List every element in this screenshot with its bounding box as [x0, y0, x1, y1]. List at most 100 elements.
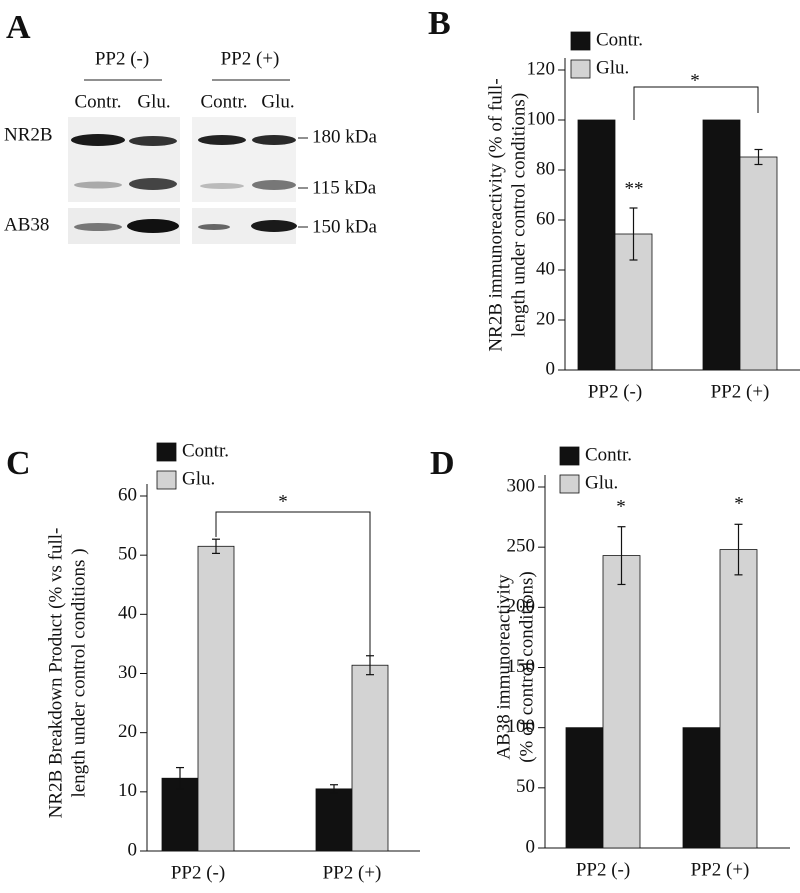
error-bar: [212, 538, 220, 554]
marker-label: 115 kDa: [312, 177, 377, 198]
legend-swatch: [570, 59, 591, 79]
y-tick-label: 0: [526, 836, 536, 857]
bar: [565, 727, 604, 849]
y-axis-label: (% of control conditions): [516, 571, 537, 763]
marker-label: 180 kDa: [312, 126, 377, 147]
bar: [719, 549, 758, 849]
annotation: *: [278, 491, 288, 512]
bar: [577, 119, 616, 371]
legend-swatch: [559, 446, 580, 466]
legend-swatch: [156, 470, 177, 490]
band: [127, 219, 179, 233]
lane-label: Contr.: [75, 91, 122, 112]
y-tick-label: 300: [507, 475, 536, 496]
y-tick-label: 60: [536, 208, 555, 229]
y-tick-label: 60: [118, 484, 137, 505]
band: [251, 220, 297, 232]
panel-letter: C: [6, 445, 31, 482]
error-bar: [754, 148, 763, 166]
y-tick-label: 20: [118, 721, 137, 742]
panel-a: A PP2 (-) PP2 (+) Contr. Glu. Contr. Glu…: [4, 9, 377, 244]
error-bar: [617, 526, 626, 586]
y-tick-label: 0: [128, 839, 138, 860]
y-tick-label: 40: [536, 258, 555, 279]
band: [252, 135, 296, 145]
legend-label: Glu.: [596, 57, 629, 78]
y-axis-label: AB38 immunoreactivity: [493, 574, 514, 760]
panel-letter: B: [428, 5, 451, 42]
bar: [602, 555, 641, 849]
y-tick-label: 50: [118, 544, 137, 565]
lane-label: Contr.: [201, 91, 248, 112]
y-axis-label: length under control conditions ): [68, 548, 89, 797]
y-axis-label: length under control conditions): [508, 93, 529, 337]
y-axis-label: NR2B Breakdown Product (% vs full-: [45, 528, 66, 819]
y-tick-label: 100: [527, 108, 556, 129]
band: [200, 183, 244, 189]
y-axis-label: NR2B immunoreactivity (% of full-: [485, 78, 506, 351]
y-tick-label: 30: [118, 662, 137, 683]
annotation: *: [616, 496, 626, 517]
error-bar: [176, 766, 184, 790]
annotation: *: [734, 493, 744, 514]
bar: [315, 788, 353, 852]
y-tick-label: 10: [118, 780, 137, 801]
band: [198, 135, 246, 145]
bar: [682, 727, 721, 849]
error-bar: [330, 784, 338, 794]
legend-swatch: [570, 31, 591, 51]
significance-bracket: [215, 511, 371, 656]
legend-label: Contr.: [585, 444, 632, 465]
legend-label: Glu.: [182, 468, 215, 489]
legend-swatch: [559, 474, 580, 494]
y-tick-label: 0: [546, 358, 556, 379]
y-tick-label: 200: [507, 596, 536, 617]
y-tick-label: 250: [507, 536, 536, 557]
error-bar: [629, 207, 638, 261]
group-label: PP2 (-): [95, 48, 149, 69]
bar: [702, 119, 741, 371]
y-tick-label: 100: [507, 716, 536, 737]
significance-bracket: [633, 86, 759, 120]
panel-letter: D: [430, 445, 455, 482]
annotation: *: [690, 70, 700, 91]
lane-label: Glu.: [261, 91, 294, 112]
legend-label: Contr.: [182, 440, 229, 461]
y-tick-label: 120: [527, 58, 556, 79]
marker-label: 150 kDa: [312, 216, 377, 237]
band: [71, 134, 125, 146]
bar: [739, 156, 778, 371]
band: [129, 136, 177, 146]
y-tick-label: 50: [516, 776, 535, 797]
lane-label: Glu.: [137, 91, 170, 112]
x-tick-label: PP2 (-): [171, 862, 225, 883]
legend-label: Contr.: [596, 29, 643, 50]
y-tick-label: 80: [536, 158, 555, 179]
x-tick-label: PP2 (+): [711, 381, 770, 402]
error-bar: [734, 523, 743, 576]
annotation: **: [625, 178, 644, 199]
row-label: AB38: [4, 214, 49, 235]
y-tick-label: 40: [118, 603, 137, 624]
legend-swatch: [156, 442, 177, 462]
legend-label: Glu.: [585, 472, 618, 493]
y-tick-label: 150: [507, 656, 536, 677]
band: [74, 181, 122, 189]
row-label: NR2B: [4, 124, 53, 145]
panel-letter: A: [6, 9, 31, 46]
x-tick-label: PP2 (-): [576, 859, 630, 880]
band: [252, 180, 296, 190]
x-tick-label: PP2 (+): [691, 859, 750, 880]
band: [198, 224, 230, 230]
y-tick-label: 20: [536, 308, 555, 329]
group-label: PP2 (+): [221, 48, 280, 69]
bar: [197, 545, 235, 852]
bar: [161, 777, 199, 852]
x-tick-label: PP2 (+): [323, 862, 382, 883]
band: [74, 223, 122, 231]
band: [129, 178, 177, 190]
bar: [351, 664, 389, 852]
x-tick-label: PP2 (-): [588, 381, 642, 402]
